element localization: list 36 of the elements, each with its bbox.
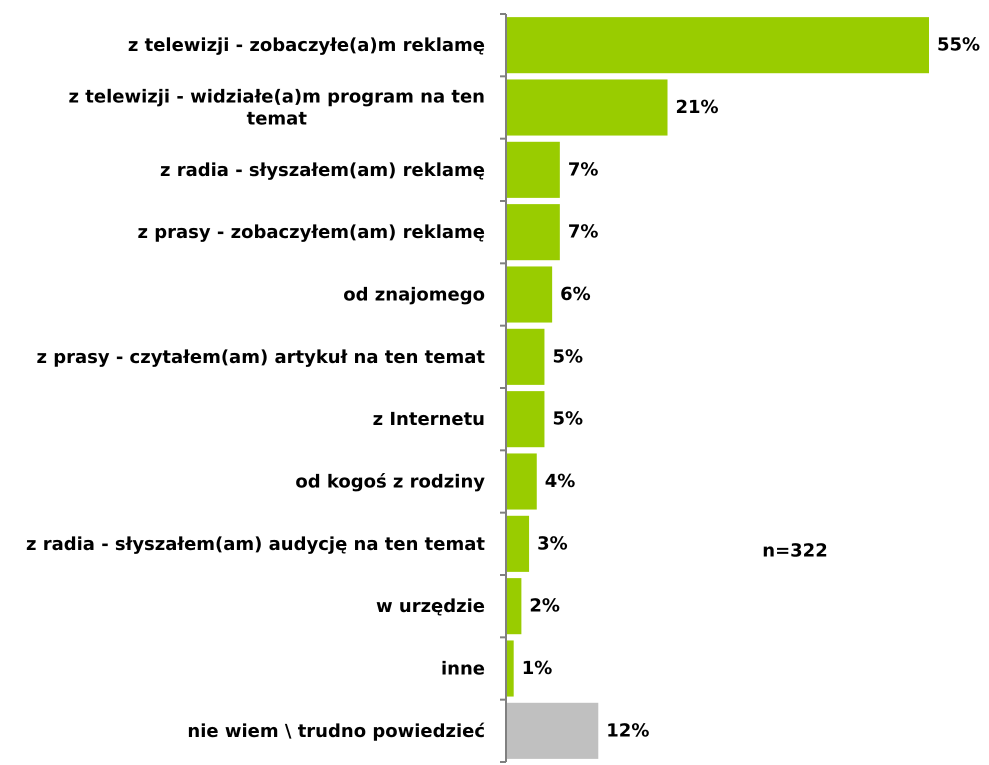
y-tick-label: z radia - słyszałem(am) reklamę [160, 159, 485, 180]
y-tick-label: od znajomego [343, 284, 485, 305]
y-tick-label: inne [440, 658, 485, 679]
data-label: 4% [544, 471, 576, 492]
bar [506, 453, 537, 510]
bar [506, 266, 552, 323]
bar [506, 578, 522, 634]
y-tick-label: z telewizji - widziałe(a)m program na ten temat [68, 86, 485, 129]
y-tick-label: z Internetu [372, 408, 485, 430]
bar [506, 391, 544, 448]
annotation: n=322 [762, 540, 828, 562]
data-label: 5% [552, 408, 584, 430]
y-tick-label: z telewizji - zobaczyłe(a)m reklamę [128, 34, 485, 56]
data-label: 6% [560, 284, 591, 305]
y-tick-label: z prasy - zobaczyłem(am) reklamę [138, 222, 485, 243]
data-label: 1% [522, 658, 552, 679]
y-tick-label: z prasy - czytałem(am) artykuł na ten temat [36, 346, 486, 368]
y-tick-label: w urzędzie [376, 596, 485, 617]
y-tick-label: od kogoś z rodziny [295, 471, 486, 492]
bar [506, 79, 668, 136]
bar [506, 328, 544, 385]
data-label: 2% [529, 596, 560, 617]
data-label: 5% [552, 346, 584, 368]
data-label: 21% [676, 97, 719, 118]
data-label: 7% [568, 159, 598, 180]
data-label: 12% [606, 720, 650, 742]
data-label: 7% [568, 222, 598, 243]
data-label: 55% [937, 34, 980, 56]
bar [506, 142, 560, 198]
bar [506, 17, 929, 74]
bar [506, 516, 530, 572]
bar [506, 702, 598, 759]
data-label: 3% [537, 533, 568, 554]
y-tick-label: z radia - słyszałem(am) audycję na ten temat [26, 533, 486, 554]
bar [506, 204, 560, 260]
y-tick-label: nie wiem \ trudno powiedzieć [187, 720, 486, 742]
